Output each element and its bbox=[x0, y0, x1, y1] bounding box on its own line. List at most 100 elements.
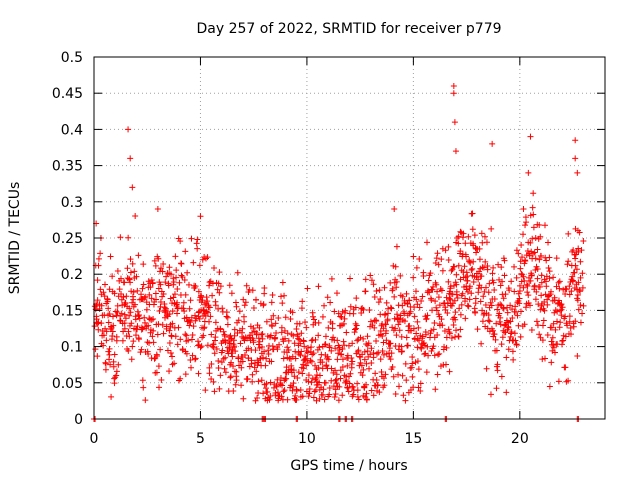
data-point bbox=[485, 311, 492, 318]
data-point bbox=[185, 337, 192, 344]
data-point bbox=[474, 326, 481, 333]
data-point bbox=[512, 337, 519, 344]
data-point bbox=[466, 283, 473, 290]
data-point bbox=[335, 350, 342, 357]
data-point bbox=[124, 265, 131, 272]
data-point bbox=[338, 314, 345, 321]
data-point bbox=[216, 385, 223, 392]
data-point bbox=[503, 354, 510, 361]
data-point bbox=[347, 370, 354, 377]
data-point bbox=[445, 278, 452, 285]
data-point bbox=[195, 370, 202, 377]
data-point bbox=[393, 284, 400, 291]
data-point bbox=[368, 345, 375, 352]
data-point bbox=[278, 293, 285, 300]
data-point bbox=[127, 279, 134, 286]
data-point bbox=[181, 276, 188, 283]
data-point bbox=[329, 320, 336, 327]
data-point bbox=[580, 302, 587, 309]
data-point bbox=[296, 336, 303, 343]
data-point bbox=[142, 293, 149, 300]
data-point bbox=[190, 259, 197, 266]
data-point bbox=[260, 301, 267, 308]
data-point bbox=[156, 308, 163, 315]
data-point bbox=[203, 308, 210, 315]
data-point bbox=[425, 287, 432, 294]
data-point bbox=[132, 332, 139, 339]
data-point bbox=[511, 263, 518, 270]
data-point bbox=[297, 340, 304, 347]
data-point bbox=[242, 299, 249, 306]
data-point bbox=[213, 345, 220, 352]
data-point bbox=[428, 348, 435, 355]
data-point bbox=[231, 368, 238, 375]
data-point bbox=[465, 233, 472, 240]
data-point bbox=[546, 268, 553, 275]
data-point bbox=[501, 257, 508, 264]
data-point bbox=[503, 389, 510, 396]
data-point bbox=[377, 295, 384, 302]
data-point bbox=[528, 327, 535, 334]
data-point bbox=[127, 269, 134, 276]
data-point bbox=[434, 332, 441, 339]
data-point bbox=[506, 287, 513, 294]
data-point bbox=[419, 293, 426, 300]
data-point bbox=[158, 377, 165, 384]
data-point bbox=[538, 279, 545, 286]
data-point bbox=[160, 291, 167, 298]
y-axis-label: SRMTID / TECUs bbox=[7, 182, 23, 295]
data-point bbox=[334, 337, 341, 344]
data-point bbox=[220, 355, 227, 362]
data-point bbox=[344, 362, 351, 369]
data-point bbox=[267, 379, 274, 386]
data-point bbox=[553, 255, 560, 262]
data-point bbox=[539, 322, 546, 329]
data-point bbox=[312, 336, 319, 343]
data-point bbox=[146, 340, 153, 347]
data-point bbox=[532, 255, 539, 262]
data-point bbox=[528, 272, 535, 279]
data-point bbox=[451, 297, 458, 304]
data-point bbox=[150, 316, 157, 323]
data-point bbox=[261, 348, 268, 355]
data-point bbox=[217, 326, 224, 333]
data-point bbox=[410, 253, 417, 260]
data-point bbox=[294, 375, 301, 382]
data-point bbox=[116, 286, 123, 293]
data-point bbox=[342, 307, 349, 314]
data-point bbox=[206, 364, 213, 371]
data-point bbox=[249, 378, 256, 385]
data-point bbox=[537, 233, 544, 240]
data-point bbox=[574, 297, 581, 304]
data-point bbox=[105, 348, 112, 355]
data-point bbox=[578, 247, 585, 254]
data-point bbox=[279, 300, 286, 307]
data-point bbox=[134, 287, 141, 294]
data-point bbox=[127, 309, 134, 316]
data-point bbox=[188, 336, 195, 343]
data-point bbox=[455, 240, 462, 247]
data-point bbox=[575, 248, 582, 255]
data-point bbox=[539, 337, 546, 344]
data-point bbox=[456, 305, 463, 312]
data-point bbox=[229, 346, 236, 353]
data-point bbox=[306, 385, 313, 392]
data-point bbox=[522, 214, 529, 221]
data-point bbox=[244, 375, 251, 382]
data-point bbox=[316, 386, 323, 393]
data-point bbox=[172, 253, 179, 260]
data-point bbox=[255, 378, 262, 385]
data-point bbox=[95, 326, 102, 333]
data-point bbox=[558, 312, 565, 319]
data-point bbox=[122, 315, 129, 322]
data-point bbox=[114, 309, 121, 316]
data-point bbox=[401, 318, 408, 325]
data-point bbox=[204, 298, 211, 305]
data-point bbox=[187, 319, 194, 326]
data-point bbox=[211, 350, 218, 357]
y-tick-label: 0.45 bbox=[52, 86, 83, 102]
data-point bbox=[478, 340, 485, 347]
data-point bbox=[157, 346, 164, 353]
data-point bbox=[564, 261, 571, 268]
data-point bbox=[574, 353, 581, 360]
